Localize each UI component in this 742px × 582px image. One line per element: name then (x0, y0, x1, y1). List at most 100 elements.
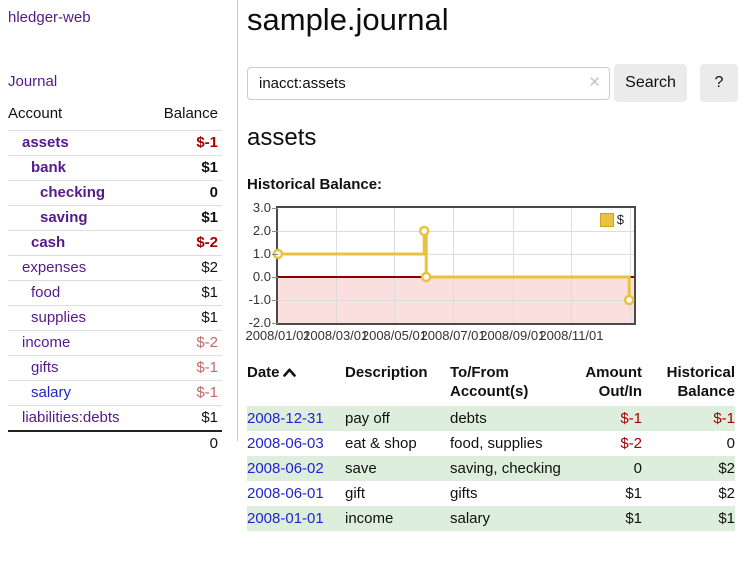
accounts-header-account: Account (8, 105, 149, 131)
legend-swatch-icon (599, 212, 614, 227)
x-tick-label: 2008/01/01 (245, 328, 311, 343)
account-row: saving $1 (8, 205, 222, 231)
sidebar-account-link[interactable]: expenses (22, 259, 87, 276)
x-tick-label: 2008/07/01 (420, 328, 486, 343)
search-input[interactable] (247, 67, 610, 100)
y-tick-label: 3.0 (252, 200, 271, 215)
help-button[interactable]: ? (700, 64, 738, 102)
clear-search-icon[interactable]: ✕ (588, 74, 601, 91)
register-header-description: Description (345, 364, 428, 381)
sort-ascending-icon (282, 368, 296, 377)
register-row: 2008-01-01 income salary $1 $1 (247, 506, 735, 531)
account-balance: $1 (148, 280, 222, 306)
y-tick-label: -2.0 (248, 315, 271, 330)
y-tick-mark (272, 231, 278, 232)
sidebar-account-link[interactable]: income (22, 334, 71, 351)
transaction-accounts: saving, checking (450, 460, 561, 477)
chart-title: Historical Balance: (247, 176, 383, 193)
transaction-description: income (345, 510, 394, 527)
sidebar-account-link[interactable]: gifts (31, 359, 59, 376)
transaction-accounts: debts (450, 410, 487, 427)
sidebar-account-link[interactable]: salary (31, 384, 72, 401)
sidebar-account-link[interactable]: cash (31, 234, 66, 251)
y-gridline (278, 231, 634, 232)
transaction-balance: $1 (718, 510, 735, 527)
y-tick-mark (272, 300, 278, 301)
account-balance: $-1 (148, 380, 222, 406)
transaction-date-link[interactable]: 2008-06-01 (247, 485, 324, 502)
y-gridline (278, 254, 634, 255)
register-header-date[interactable]: Date (247, 363, 345, 406)
account-row: supplies $1 (8, 305, 222, 331)
sidebar-account-link[interactable]: food (31, 284, 61, 301)
sidebar-account-link[interactable]: checking (40, 184, 106, 201)
x-tick-label: 2008/05/01 (361, 328, 427, 343)
register-row: 2008-06-02 save saving, checking 0 $2 (247, 456, 735, 481)
transaction-accounts: salary (450, 510, 491, 527)
sidebar-item-journal[interactable]: Journal (8, 73, 58, 90)
register-header-accounts: To/From Account(s) (450, 364, 529, 400)
balance-series (272, 225, 635, 306)
y-tick-mark (272, 208, 278, 209)
transaction-description: save (345, 460, 377, 477)
brand-link[interactable]: hledger-web (8, 9, 91, 26)
transaction-date-link[interactable]: 2008-06-03 (247, 435, 324, 452)
account-balance: $1 (148, 305, 222, 331)
x-gridline (571, 208, 573, 323)
data-point-marker (420, 271, 432, 283)
register-table: Date Description To/From Account(s) Amou… (247, 363, 735, 531)
account-row: food $1 (8, 280, 222, 306)
transaction-amount: $1 (625, 485, 642, 502)
transaction-date-link[interactable]: 2008-01-01 (247, 510, 324, 527)
main-content: sample.journal ✕ Search ? assets Histori… (245, 0, 742, 582)
account-row: bank $1 (8, 155, 222, 181)
account-row: assets $-1 (8, 130, 222, 156)
account-balance: $-2 (148, 330, 222, 356)
account-row: checking 0 (8, 180, 222, 206)
transaction-accounts: gifts (450, 485, 478, 502)
account-row: salary $-1 (8, 380, 222, 406)
transaction-amount: 0 (633, 460, 642, 477)
account-row: income $-2 (8, 330, 222, 356)
y-tick-label: 0.0 (252, 269, 271, 284)
transaction-amount: $-1 (620, 410, 642, 427)
transaction-date-link[interactable]: 2008-12-31 (247, 410, 324, 427)
transaction-amount: $-2 (620, 435, 642, 452)
account-balance: $1 (148, 405, 222, 431)
transaction-description: gift (345, 485, 366, 502)
accounts-total-value: 0 (148, 430, 222, 456)
search-button[interactable]: Search (614, 64, 687, 102)
transaction-description: pay off (345, 410, 390, 427)
x-gridline (630, 208, 632, 323)
transaction-balance: $2 (718, 485, 735, 502)
transaction-date-link[interactable]: 2008-06-02 (247, 460, 324, 477)
transaction-balance: $2 (718, 460, 735, 477)
register-row: 2008-12-31 pay off debts $-1 $-1 (247, 406, 735, 431)
x-tick-label: 2008/11/01 (539, 328, 604, 343)
x-gridline (335, 208, 337, 323)
search-form: ✕ (247, 67, 610, 100)
transaction-accounts: food, supplies (450, 435, 543, 452)
sidebar-account-link[interactable]: saving (40, 209, 88, 226)
historical-balance-chart: 3.0 2.0 1.0 0.0 -1.0 -2.0 $ 2008/01/01 2008/03… (245, 200, 677, 345)
register-row: 2008-06-01 gift gifts $1 $2 (247, 481, 735, 506)
account-balance: $1 (148, 155, 222, 181)
accounts-table: Account Balance assets $-1 bank $1 checking 0… (8, 105, 222, 456)
y-gridline (278, 300, 634, 301)
register-header-balance: Historical Balance (666, 364, 735, 400)
y-tick-mark (272, 323, 278, 324)
accounts-total-row: 0 (8, 430, 222, 456)
account-title: assets (247, 124, 317, 151)
sidebar: hledger-web Journal Account Balance asse… (0, 0, 238, 456)
sidebar-account-link[interactable]: bank (31, 159, 67, 176)
transaction-balance: 0 (726, 435, 735, 452)
sidebar-account-link[interactable]: supplies (31, 309, 87, 326)
x-gridline (394, 208, 396, 323)
sidebar-account-link[interactable]: assets (22, 134, 69, 151)
account-balance: $-1 (148, 130, 222, 156)
data-point-marker (623, 294, 635, 306)
sidebar-account-link[interactable]: liabilities:debts (22, 409, 120, 426)
x-tick-label: 2008/03/01 (303, 328, 369, 343)
accounts-header-balance: Balance (148, 105, 222, 131)
